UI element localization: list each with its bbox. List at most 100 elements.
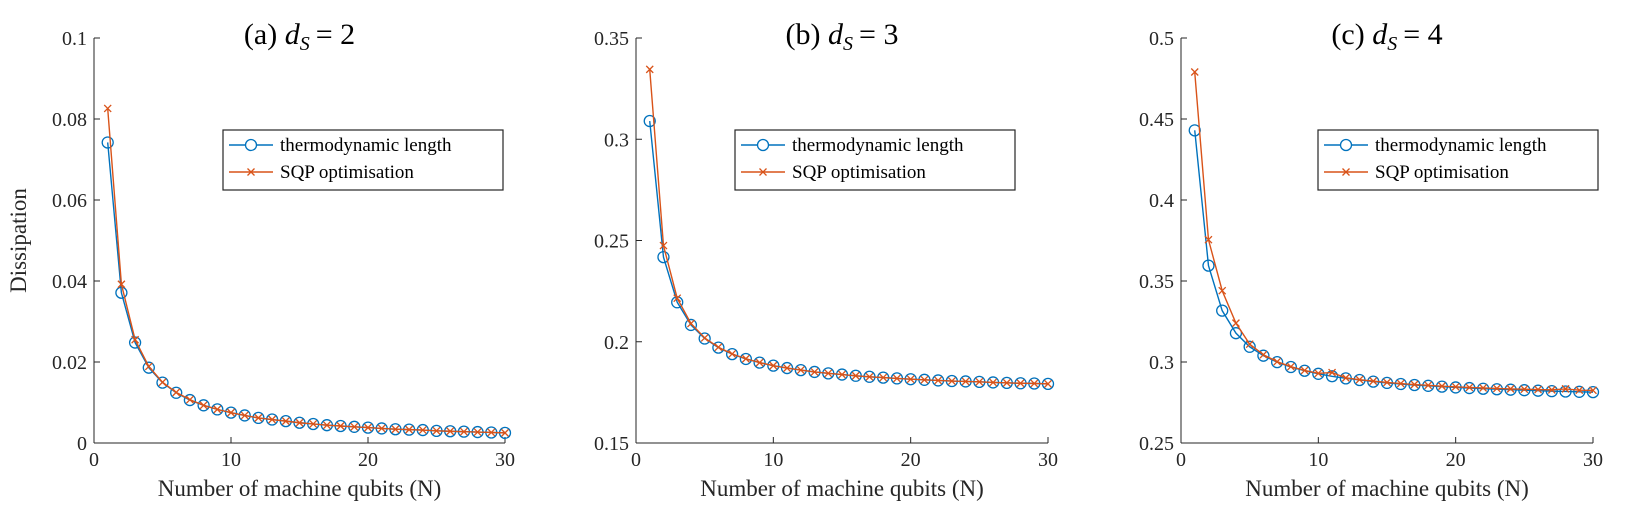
data-point-x [185,395,194,404]
data-point-circle [684,318,698,332]
y-tick-label: 0.06 [52,190,87,212]
data-point-circle [1518,384,1531,397]
data-point-x [1383,378,1391,387]
data-point-x [975,377,984,386]
data-point-x [1437,382,1446,391]
title-prefix: (a) [244,18,277,51]
data-point-x [892,374,901,383]
data-point-circle [1188,124,1201,137]
data-point-circle [1202,259,1215,272]
data-point-x [865,372,874,381]
data-point-circle [224,406,238,419]
x-tick-label: 10 [221,449,241,471]
data-point-x [1396,379,1405,388]
data-point-x [377,424,386,433]
data-point-x [1575,386,1584,395]
data-point-circle [643,114,656,128]
data-point-circle [1257,349,1270,362]
legend-box [222,129,504,191]
data-point-x [1030,379,1039,388]
data-point-x [144,362,153,371]
data-point-x [322,421,331,430]
data-point-circle [753,356,766,369]
data-point-x [728,349,737,358]
legend-box [1317,129,1599,191]
data-point-x [783,364,792,373]
data-point-x [1534,385,1543,394]
data-point-x [268,415,277,424]
data-point-x [1300,366,1309,375]
y-tick-label: 0.04 [52,271,87,293]
data-point-circle [142,361,155,374]
y-tick-label: 0.25 [594,231,629,253]
title-subscript: S [1387,33,1397,55]
data-point-circle [725,347,739,361]
title-prefix: (b) [786,18,821,51]
data-point-x [158,378,167,387]
data-point-x [755,358,764,367]
data-point-circle [1531,384,1545,397]
legend-label: SQP optimisation [1375,162,1509,183]
data-point-circle [739,352,753,366]
data-point-x [405,425,414,434]
data-point-x [1218,286,1227,295]
data-point-x [851,371,860,380]
data-point-circle [1312,367,1325,380]
x-tick-label: 20 [901,449,921,471]
data-point-circle [1325,370,1339,383]
title-subscript: S [843,33,853,55]
data-point-x [487,428,496,437]
data-point-x [199,401,208,410]
title-variable: d [285,18,301,51]
data-point-x [281,417,290,426]
series-line-sqp-optimisation [1194,71,1594,392]
x-axis-label: Number of machine qubits (N) [700,476,984,501]
legend-marker-circle [244,138,258,152]
panel-title: (a) dS = 2 [244,18,355,55]
data-point-x [473,428,482,437]
data-point-x [1479,383,1488,392]
data-point-circle [1270,356,1284,369]
data-point-x [1410,380,1419,389]
y-tick-label: 0 [77,433,87,455]
data-point-circle [170,386,183,399]
y-tick-label: 0.35 [594,28,629,50]
legend-label: thermodynamic length [280,135,452,156]
data-point-x [769,361,778,370]
data-point-circle [1559,385,1572,398]
data-point-x [459,427,468,436]
data-point-x [446,427,455,436]
legend-label: SQP optimisation [792,162,926,183]
y-tick-label: 0.25 [1139,433,1174,455]
data-point-x [350,422,359,431]
data-point-circle [1298,364,1311,377]
x-tick-label: 30 [1583,449,1603,471]
x-tick-label: 0 [89,449,99,471]
data-point-circle [115,286,128,299]
data-point-circle [1586,385,1600,399]
x-tick-label: 0 [631,449,641,471]
panel-title: (b) dS = 3 [786,18,899,55]
data-point-x [418,426,427,434]
title-variable: d [828,18,844,51]
title-rhs: = 2 [316,18,355,51]
data-point-circle [767,359,780,372]
data-point-x [810,367,819,376]
data-point-x [1314,369,1323,378]
x-tick-label: 10 [763,449,783,471]
data-point-x [131,335,140,344]
legend-marker-circle [1339,138,1353,152]
legend-box [734,129,1016,191]
y-tick-label: 0.5 [1149,28,1174,50]
data-point-circle [211,403,224,416]
y-tick-label: 0.02 [52,352,87,374]
data-point-circle [1573,385,1586,398]
data-point-circle [712,341,725,354]
chart-panel-a: 0 10 20 30 0 0.02 0.04 0.06 0.08 0.1 Number of mac… [6,18,515,501]
data-point-circle [1284,360,1298,374]
legend: thermodynamic length SQP optimisation [1317,129,1599,191]
data-point-x [295,418,304,427]
data-point-x [673,294,682,303]
data-point-x [741,354,750,363]
